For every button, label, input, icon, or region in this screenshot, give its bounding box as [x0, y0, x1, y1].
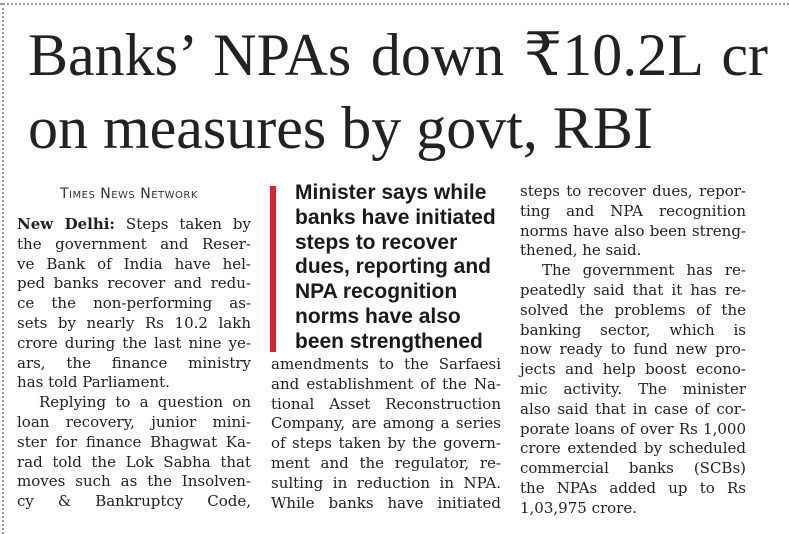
- article-column-1: New Delhi: Steps taken by the government…: [17, 215, 251, 512]
- article-line: ting and NPA recognition: [520, 201, 746, 220]
- article-line: now ready to fund new pro-: [520, 340, 746, 359]
- article-line: commercial banks (SCBs): [520, 459, 746, 478]
- article-column-3: steps to recover dues, repor-ting and NP…: [520, 182, 746, 519]
- pull-quote: Minister says while banks have initiated s…: [295, 181, 496, 355]
- byline: Times News Network: [60, 186, 198, 202]
- article-line: banking sector, which is: [520, 320, 746, 339]
- article-line: ster for finance Bhagwat Ka-: [17, 432, 251, 451]
- article-line: the government and Reser-: [17, 234, 251, 253]
- article-line: thened, he said.: [520, 241, 642, 260]
- dateline: New Delhi:: [17, 215, 115, 233]
- pull-quote-line: steps to recover: [295, 230, 458, 254]
- article-line: steps to recover dues, repor-: [520, 182, 746, 200]
- article-line: solved the problems of the: [520, 300, 746, 319]
- article-line: Company, are among a series: [271, 414, 501, 433]
- article-line: moves such as the Insolven-: [17, 472, 251, 491]
- headline: Banks’ NPAs down ₹10.2L cr: [28, 24, 768, 86]
- article-line: porate loans of over Rs 1,000: [520, 419, 746, 438]
- article-line: cy & Bankruptcy Code,: [17, 492, 251, 511]
- article-line: the NPAs added up to Rs: [520, 478, 746, 497]
- article-line: loan recovery, junior mini-: [17, 412, 251, 431]
- headline: on measures by govt, RBI: [28, 97, 768, 159]
- article-line: 1,03,975 crore.: [520, 498, 637, 517]
- headline-line: Banks’ NPAs down ₹10.2L cr: [28, 22, 768, 88]
- article-line: crore during the last nine ye-: [17, 333, 251, 352]
- article-line: ped banks recover and redu-: [17, 274, 251, 293]
- article-line: tional Asset Reconstruction: [271, 394, 501, 413]
- article-column-2: amendments to the Sarfaesi and establishm…: [271, 355, 501, 513]
- pull-quote-line: Minister says while: [295, 181, 487, 204]
- article-line: norms have also been streng-: [520, 221, 746, 240]
- article-line: ve Bank of India have hel-: [17, 254, 251, 273]
- article-line: ars, the finance ministry: [17, 353, 251, 372]
- article-line: sulting in reduction in NPA.: [271, 473, 501, 492]
- article-line: ce the non-performing as-: [17, 294, 251, 313]
- article-line: The government has re-: [542, 261, 746, 280]
- article-line: sets by nearly Rs 10.2 lakh: [17, 313, 251, 332]
- headline-line: on measures by govt, RBI: [28, 95, 653, 161]
- pull-quote-line: banks have initiated: [295, 205, 496, 229]
- article-line: also said that in case of cor-: [520, 399, 746, 418]
- pull-quote-accent-bar: [270, 186, 276, 352]
- article-line: New Delhi: Steps taken by: [17, 215, 251, 233]
- pull-quote-line: dues, reporting and: [295, 255, 492, 279]
- article-line: ment and the regulator, re-: [271, 453, 501, 472]
- dotted-border-top: [0, 3, 789, 5]
- article-line: Replying to a question on: [39, 393, 251, 412]
- article-line: rad told the Lok Sabha that: [17, 452, 251, 471]
- article-line: mic activity. The minister: [520, 379, 746, 398]
- article-line: and establishment of the Na-: [271, 374, 501, 393]
- article-line: While banks have initiated: [271, 493, 501, 512]
- pull-quote-line: NPA recognition: [295, 280, 458, 304]
- article-line: peatedly said that it has re-: [520, 280, 746, 299]
- article-line: has told Parliament.: [17, 373, 170, 392]
- pull-quote-line: norms have also: [295, 304, 461, 328]
- article-line: crore extended by scheduled: [520, 439, 746, 458]
- article-line: jects and help boost econo-: [520, 360, 746, 379]
- pull-quote-line: been strengthened: [295, 329, 483, 353]
- dotted-border-left: [2, 3, 4, 534]
- article-line: of steps taken by the govern-: [271, 434, 501, 453]
- article-line: amendments to the Sarfaesi: [271, 355, 501, 373]
